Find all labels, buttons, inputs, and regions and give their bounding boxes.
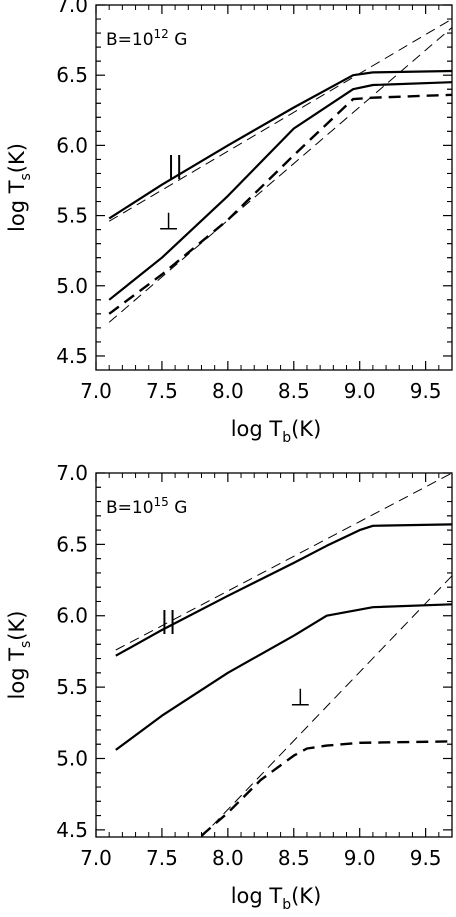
y-tick-label: 5.0 xyxy=(56,746,88,770)
series-line-0 xyxy=(108,69,453,220)
series-line-4 xyxy=(108,27,453,323)
series-line-4 xyxy=(201,575,453,838)
y-tick-label: 7.0 xyxy=(56,0,88,17)
x-tick-label: 7.0 xyxy=(80,846,112,870)
plot-frame xyxy=(95,4,453,371)
x-axis-label-main: log T xyxy=(231,417,283,441)
y-tick-label: 6.5 xyxy=(56,532,88,556)
y-tick-label: 7.0 xyxy=(56,461,88,485)
x-tick-label: 8.5 xyxy=(278,846,310,870)
x-axis-label: log Tb(K) xyxy=(231,884,322,913)
parallel-label: || xyxy=(167,151,183,179)
x-tick-label: 9.0 xyxy=(344,846,376,870)
series-line-2 xyxy=(108,93,453,315)
y-axis-label-unit: (K) xyxy=(5,143,29,173)
field-annotation-unit: G xyxy=(169,30,188,50)
x-axis-label-unit: (K) xyxy=(291,417,321,441)
x-tick-label: 9.0 xyxy=(344,379,376,403)
series-line-1 xyxy=(108,81,453,301)
field-annotation-prefix: B=10 xyxy=(106,30,154,50)
x-axis-label: log Tb(K) xyxy=(231,417,322,446)
x-tick-label: 9.5 xyxy=(410,379,442,403)
series-line-0 xyxy=(115,523,453,657)
y-tick-label: 5.0 xyxy=(56,274,88,298)
y-tick-label: 6.0 xyxy=(56,604,88,628)
x-tick-label: 8.0 xyxy=(212,379,244,403)
y-axis-label: log Ts(K) xyxy=(5,143,34,232)
parallel-label: || xyxy=(160,607,176,635)
x-tick-label: 7.5 xyxy=(146,846,178,870)
y-axis-label-unit: (K) xyxy=(5,611,29,641)
x-tick-label: 8.5 xyxy=(278,379,310,403)
x-tick-label: 9.5 xyxy=(410,846,442,870)
y-tick-label: 4.5 xyxy=(56,818,88,842)
field-annotation-exponent: 12 xyxy=(154,27,169,41)
field-annotation-prefix: B=10 xyxy=(106,498,154,518)
y-tick-label: 5.5 xyxy=(56,675,88,699)
y-tick-label: 4.5 xyxy=(56,344,88,368)
x-tick-label: 8.0 xyxy=(212,846,244,870)
perpendicular-label: ⊥ xyxy=(158,208,179,236)
field-annotation: B=1015 G xyxy=(106,495,187,518)
y-axis-label: log Ts(K) xyxy=(5,611,34,700)
y-axis-label-sub: s xyxy=(18,173,34,180)
y-tick-label: 5.5 xyxy=(56,204,88,228)
series-line-1 xyxy=(115,603,453,751)
y-tick-label: 6.5 xyxy=(56,63,88,87)
x-axis-label-sub: b xyxy=(282,430,291,446)
x-axis-label-main: log T xyxy=(231,884,283,908)
series-line-2 xyxy=(200,740,453,837)
y-axis-label-main: log T xyxy=(5,180,29,232)
field-annotation-unit: G xyxy=(169,498,188,518)
x-tick-label: 7.0 xyxy=(80,379,112,403)
series-line-3 xyxy=(108,18,453,222)
y-tick-label: 6.0 xyxy=(56,133,88,157)
field-annotation-exponent: 15 xyxy=(154,495,169,509)
perpendicular-label: ⊥ xyxy=(290,684,311,712)
field-annotation: B=1012 G xyxy=(106,27,187,50)
lower-panel: 7.0 7.5 8.0 8.5 9.0 9.5 4.5 5.0 5.5 6.0 6.5 7.0 || ⊥ B… xyxy=(5,461,453,913)
y-axis-label-sub: s xyxy=(18,641,34,648)
x-axis-label-unit: (K) xyxy=(291,884,321,908)
upper-panel: 7.0 7.5 8.0 8.5 9.0 9.5 4.5 5.0 5.5 6.0 6.5 7.0 || ⊥ B… xyxy=(5,0,453,446)
x-tick-label: 7.5 xyxy=(146,379,178,403)
y-axis-label-main: log T xyxy=(5,648,29,700)
plot-frame xyxy=(95,472,453,838)
x-axis-label-sub: b xyxy=(282,897,291,913)
